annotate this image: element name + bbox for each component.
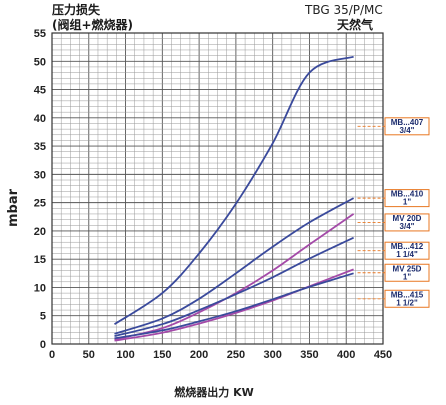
y-tick-label: 20 xyxy=(34,226,46,238)
legend-box-label: MB...407 xyxy=(391,118,424,127)
chart-axes: 0 50 100 150 200 250 300 350 400 450 0 5 10 15 20 25 30 3… xyxy=(34,28,392,361)
y-tick-label: 40 xyxy=(34,113,46,125)
y-tick-label: 50 xyxy=(34,56,46,68)
x-tick-label: 150 xyxy=(153,349,171,361)
x-tick-label: 300 xyxy=(263,349,281,361)
y-tick-label: 30 xyxy=(34,169,46,181)
legend-box-label: MV 25D xyxy=(393,264,422,273)
series-line-4 xyxy=(114,236,354,337)
legend-box-size: 1 1/4" xyxy=(396,250,418,259)
y-tick-label: 15 xyxy=(34,254,46,266)
x-axis-label: 燃烧器出力 KW xyxy=(173,385,254,399)
legend-box xyxy=(384,241,430,260)
x-tick-label: 250 xyxy=(227,349,245,361)
legend-box-size: 1 1/2" xyxy=(396,298,418,307)
legend-box-label: MB...412 xyxy=(391,242,424,251)
x-tick-label: 100 xyxy=(116,349,134,361)
legend-box xyxy=(384,289,430,308)
y-tick-label: 5 xyxy=(40,311,46,323)
legend-box xyxy=(384,263,430,282)
legend-box-size: 3/4" xyxy=(400,126,415,135)
x-tick-label: 0 xyxy=(49,349,55,361)
series-line-2 xyxy=(114,197,355,335)
y-tick-label: 10 xyxy=(34,282,46,294)
legend-box xyxy=(384,189,430,208)
y-tick-label: 45 xyxy=(34,85,46,97)
chart-title-left-1: 压力损失 xyxy=(52,2,101,17)
y-tick-label: 25 xyxy=(34,198,46,210)
legend-box-size: 1" xyxy=(403,198,411,207)
chart-grid xyxy=(51,32,384,345)
x-tick-label: 450 xyxy=(374,349,392,361)
chart-title-left-2: (阀组+燃烧器) xyxy=(52,17,133,32)
legend-box-label: MV 20D xyxy=(393,214,422,223)
chart-title-right-2: 天然气 xyxy=(337,17,373,32)
legend-box xyxy=(384,213,430,232)
y-tick-label: 0 xyxy=(40,339,46,351)
legend-box-size: 3/4" xyxy=(400,222,415,231)
series-line-3 xyxy=(114,213,355,341)
y-tick-label: 55 xyxy=(34,28,46,40)
chart-series xyxy=(114,55,355,342)
x-tick-label: 350 xyxy=(300,349,318,361)
series-line-5 xyxy=(114,268,354,342)
y-axis-label: mbar xyxy=(6,188,21,227)
x-tick-label: 200 xyxy=(190,349,208,361)
legend-box-size: 1" xyxy=(403,272,411,281)
legend-box-label: MB...415 xyxy=(391,290,424,299)
legend-box xyxy=(384,117,430,136)
chart-title-right-1: TBG 35/P/MC xyxy=(304,3,383,17)
legend-box-label: MB...410 xyxy=(391,190,424,199)
y-tick-label: 35 xyxy=(34,141,46,153)
series-line-6 xyxy=(114,272,354,340)
plot-border xyxy=(51,32,384,345)
series-line-1 xyxy=(114,55,354,325)
x-tick-label: 50 xyxy=(83,349,95,361)
x-tick-label: 400 xyxy=(337,349,355,361)
